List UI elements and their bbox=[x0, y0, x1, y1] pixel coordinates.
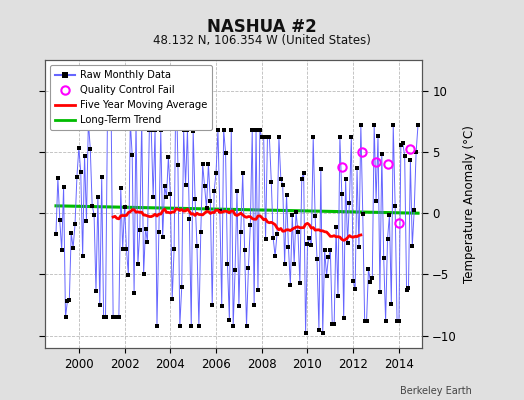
Legend: Raw Monthly Data, Quality Control Fail, Five Year Moving Average, Long-Term Tren: Raw Monthly Data, Quality Control Fail, … bbox=[50, 65, 212, 130]
Text: Berkeley Earth: Berkeley Earth bbox=[400, 386, 472, 396]
Text: 48.132 N, 106.354 W (United States): 48.132 N, 106.354 W (United States) bbox=[153, 34, 371, 47]
Y-axis label: Temperature Anomaly (°C): Temperature Anomaly (°C) bbox=[463, 125, 476, 283]
Text: NASHUA #2: NASHUA #2 bbox=[207, 18, 317, 36]
